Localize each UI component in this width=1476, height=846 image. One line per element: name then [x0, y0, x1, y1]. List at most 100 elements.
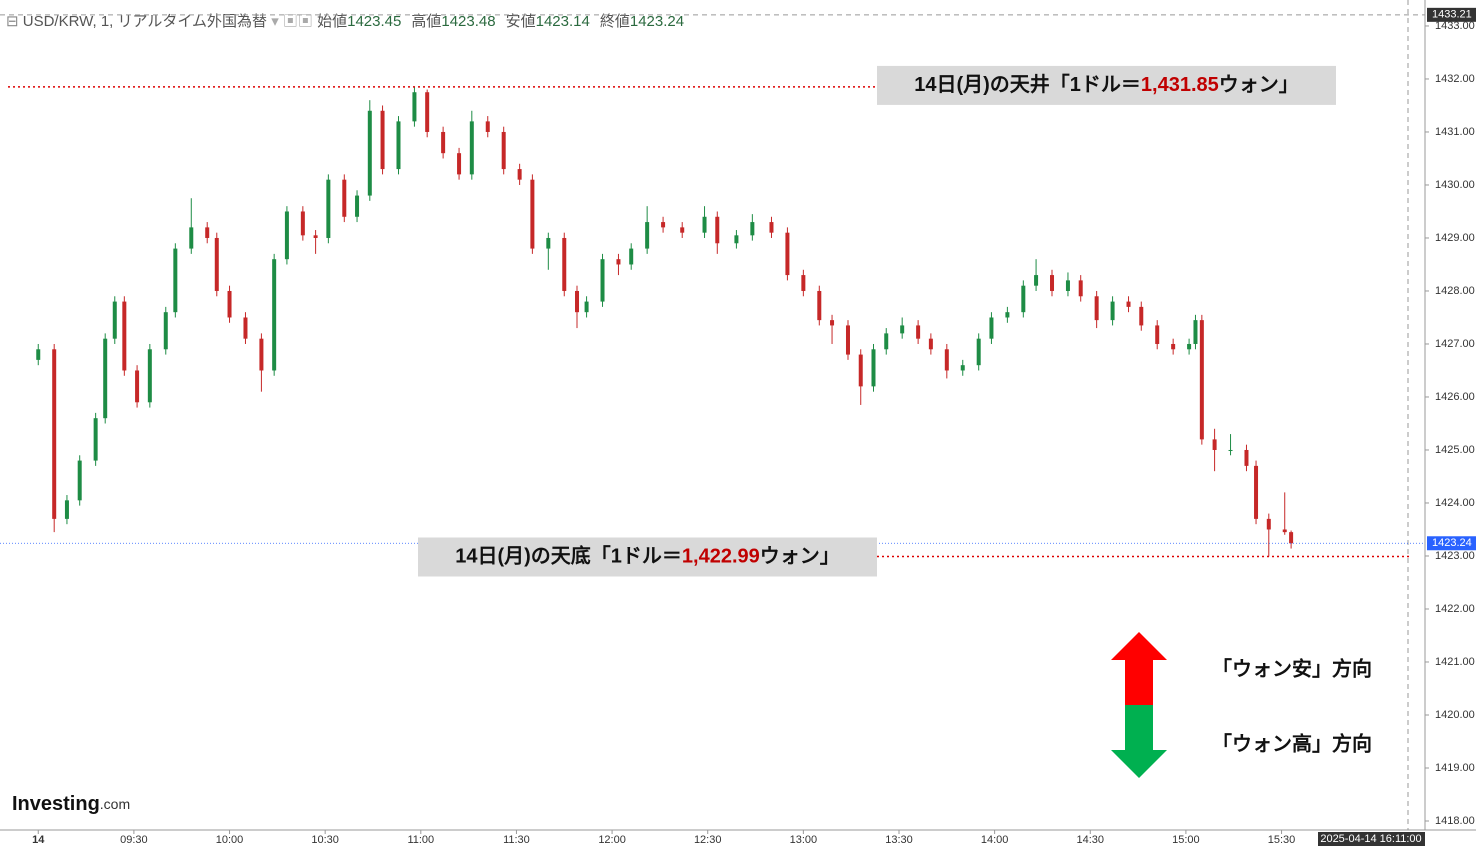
candle-body [122, 301, 127, 371]
y-tick-label: 1427.00 [1435, 338, 1475, 350]
header: ⊟ USD/KRW, 1, リアルタイム外国為替 ▾ ▣▣ 始値1423.45 高… [6, 13, 684, 30]
candle-body [734, 235, 739, 244]
logo-brand: Investing [12, 793, 100, 815]
ohlc-value: 1423.24 [630, 13, 684, 30]
y-tick-label: 1421.00 [1435, 656, 1475, 668]
annotation: 14日(月)の天井「1ドル＝1,431.85ウォン」 [914, 72, 1299, 96]
candle-body [342, 179, 347, 217]
candle-body [300, 211, 305, 236]
candle-body [1244, 449, 1249, 466]
candle-body [205, 227, 210, 238]
annotation-text: 14日(月)の天井「1ドル＝ [914, 72, 1141, 96]
candle-body [750, 222, 755, 236]
candle-body [645, 222, 650, 249]
ohlc-label: 終値 [600, 13, 630, 30]
down-arrow [1111, 705, 1167, 778]
candle-body [884, 333, 889, 350]
x-tick-label: 13:30 [885, 834, 913, 846]
candle-body [1193, 320, 1198, 344]
x-tick-label: 15:30 [1268, 834, 1296, 846]
icon: ⊟ [6, 13, 23, 30]
candle-body [960, 365, 965, 371]
direction-label: 「ウォン高」方向 [1212, 731, 1372, 755]
annotation-value: 1,431.85 [1141, 74, 1219, 96]
candle-body [575, 290, 580, 313]
candle-body [944, 349, 949, 371]
x-tick-label: 12:30 [694, 834, 722, 846]
candle-body [259, 338, 264, 371]
y-tick-label: 1426.00 [1435, 391, 1475, 403]
y-tick-label: 1420.00 [1435, 709, 1475, 721]
candle-body [1126, 301, 1131, 307]
candle-body [1289, 532, 1294, 544]
candle-body [546, 237, 551, 249]
logo-suffix: .com [100, 796, 130, 812]
crosshair-time-box [1318, 832, 1425, 846]
y-tick-label: 1432.00 [1435, 73, 1475, 85]
candle-body [52, 349, 57, 519]
direction-label: 「ウォン安」方向 [1212, 656, 1372, 680]
candle-body [103, 338, 108, 419]
ohlc-label: 安値 [506, 13, 536, 30]
last-price-label: 1423.24 [1432, 537, 1472, 549]
candle-body [715, 216, 720, 244]
candle-body [227, 290, 232, 318]
candle-body [830, 320, 835, 326]
crosshair-price-label: 1433.21 [1432, 9, 1472, 21]
annotation-text: 14日(月)の天底「1ドル＝ [455, 544, 682, 568]
candle-body [1094, 296, 1099, 321]
ohlc-value: 1423.14 [536, 13, 590, 30]
candle-body [1199, 320, 1204, 440]
y-tick-label: 1422.00 [1435, 603, 1475, 615]
y-tick-label: 1431.00 [1435, 126, 1475, 138]
y-tick-label: 1433.00 [1435, 20, 1475, 32]
candle-body [976, 338, 981, 366]
x-tick-label: 15:00 [1172, 834, 1200, 846]
candle-body [858, 354, 863, 387]
candle-body [412, 92, 417, 122]
candle-body [1065, 280, 1070, 291]
candle-body [1005, 312, 1010, 318]
up-arrow [1111, 632, 1167, 705]
x-tick-label: 14:00 [981, 834, 1009, 846]
candle-body [173, 248, 178, 313]
candle-body [661, 222, 666, 228]
candle-body [517, 169, 522, 180]
y-tick-label: 1419.00 [1435, 762, 1475, 774]
ohlc-label: 高値 [411, 13, 441, 30]
candle-body [1228, 449, 1233, 451]
candle-body [680, 227, 685, 233]
candle-body [600, 259, 605, 302]
annotation-box [877, 65, 1336, 105]
x-tick-label: 13:00 [790, 834, 818, 846]
candle-body [457, 153, 462, 175]
candle-body [785, 232, 790, 276]
candle-body [93, 418, 98, 461]
crosshair-time-label: 2025-04-14 16:11:00 [1320, 833, 1421, 845]
candle-body [1139, 306, 1144, 326]
candle-body [1021, 285, 1026, 313]
x-tick-label: 12:00 [598, 834, 626, 846]
candle-body [1171, 343, 1176, 350]
candle-body [313, 235, 318, 238]
candle-body [501, 131, 506, 170]
candle-body [135, 370, 140, 403]
y-tick-label: 1418.00 [1435, 815, 1475, 827]
candle-body [147, 349, 152, 403]
candle-body [629, 248, 634, 265]
x-tick-label: 10:30 [311, 834, 339, 846]
x-tick-label: 10:00 [216, 834, 244, 846]
x-tick-label: 11:00 [407, 834, 434, 846]
candle-body [769, 222, 774, 233]
candle-body [1266, 518, 1271, 530]
x-tick-label: 11:30 [503, 834, 530, 846]
annotation-text: ウォン」 [760, 545, 840, 568]
y-tick-label: 1429.00 [1435, 232, 1475, 244]
candle-body [355, 195, 360, 217]
candle-body [284, 211, 289, 260]
candle-body [817, 290, 822, 321]
candle-body [916, 325, 921, 339]
ohlc-value: 1423.45 [347, 13, 401, 30]
candle-body [1282, 529, 1287, 533]
